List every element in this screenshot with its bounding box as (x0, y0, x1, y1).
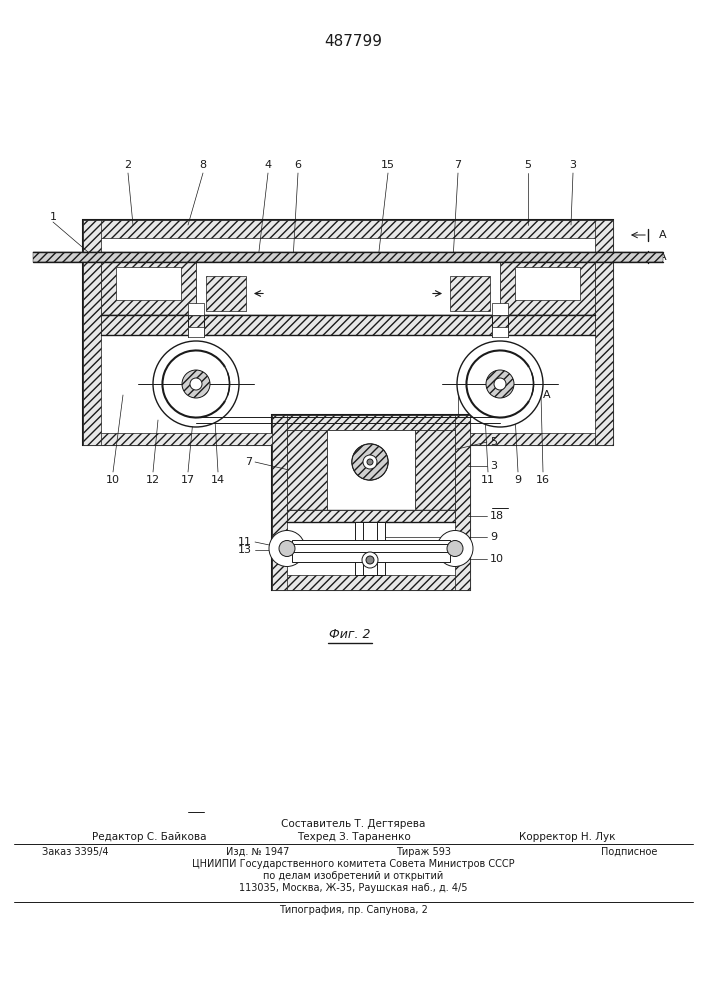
Circle shape (447, 540, 463, 556)
Text: 18: 18 (490, 511, 504, 521)
Circle shape (352, 444, 388, 480)
Circle shape (153, 341, 239, 427)
Circle shape (190, 378, 202, 390)
Text: Корректор Н. Лук: Корректор Н. Лук (519, 832, 615, 842)
Text: 10: 10 (490, 554, 504, 564)
Text: 13: 13 (238, 545, 252, 555)
Text: Фиг. 1: Фиг. 1 (287, 504, 329, 516)
Circle shape (486, 370, 514, 398)
Text: 487799: 487799 (324, 34, 382, 49)
Text: 16: 16 (536, 475, 550, 485)
Text: Подписное: Подписное (601, 847, 658, 857)
Text: А: А (543, 390, 551, 400)
Circle shape (352, 444, 388, 480)
Bar (450, 276, 490, 311)
Text: ЦНИИПИ Государственного комитета Совета Министров СССР: ЦНИИПИ Государственного комитета Совета … (192, 859, 515, 869)
Text: 4: 4 (264, 160, 271, 170)
Circle shape (494, 378, 506, 390)
Text: 9: 9 (490, 532, 497, 542)
Bar (455, 415, 470, 590)
Circle shape (362, 552, 378, 568)
Text: Техред З. Тараненко: Техред З. Тараненко (297, 832, 410, 842)
Bar (116, 267, 181, 300)
Bar (492, 303, 508, 315)
Text: 7: 7 (455, 160, 462, 170)
Bar (272, 415, 470, 590)
Bar (33, 252, 663, 262)
Bar (101, 262, 196, 315)
Bar (272, 415, 470, 430)
Bar (287, 510, 455, 522)
Text: Фиг. 2: Фиг. 2 (329, 629, 370, 642)
Bar (292, 552, 450, 562)
Circle shape (366, 556, 374, 564)
Bar (272, 415, 287, 590)
Text: 11: 11 (238, 537, 252, 547)
Text: Заказ 3395/4: Заказ 3395/4 (42, 847, 109, 857)
Bar (101, 315, 595, 335)
Text: 13: 13 (451, 475, 465, 485)
Text: 9: 9 (515, 475, 522, 485)
Text: 15: 15 (381, 160, 395, 170)
Text: 10: 10 (106, 475, 120, 485)
Text: 3: 3 (490, 461, 497, 471)
Text: А - А: А - А (370, 505, 396, 515)
Text: 3: 3 (570, 160, 576, 170)
Text: Составитель Т. Дегтярева: Составитель Т. Дегтярева (281, 819, 426, 829)
Bar (515, 267, 580, 300)
Circle shape (437, 530, 473, 566)
Bar (500, 262, 595, 315)
Bar (83, 433, 613, 445)
Text: Изд. № 1947: Изд. № 1947 (226, 847, 290, 857)
Bar (83, 220, 613, 445)
Bar (196, 262, 500, 315)
Text: 1: 1 (49, 212, 57, 222)
Circle shape (269, 530, 305, 566)
Circle shape (279, 540, 295, 556)
Text: 113035, Москва, Ж-35, Раушская наб., д. 4/5: 113035, Москва, Ж-35, Раушская наб., д. … (239, 883, 468, 893)
Bar (415, 430, 455, 510)
Bar (83, 220, 101, 445)
Bar (188, 327, 204, 337)
Text: 14: 14 (211, 475, 225, 485)
Text: 2: 2 (124, 160, 132, 170)
Text: 8: 8 (199, 160, 206, 170)
Bar (355, 522, 385, 575)
Text: 6: 6 (295, 160, 301, 170)
Text: 5: 5 (525, 160, 532, 170)
Text: 5: 5 (490, 437, 497, 447)
Text: по делам изобретений и открытий: по делам изобретений и открытий (264, 871, 443, 881)
Bar (492, 327, 508, 337)
Bar (327, 430, 415, 510)
Bar (292, 544, 450, 554)
Bar (206, 276, 246, 311)
Text: Редактор С. Байкова: Редактор С. Байкова (92, 832, 206, 842)
Bar (83, 220, 613, 238)
Circle shape (367, 459, 373, 465)
Bar (272, 575, 470, 590)
Text: Типография, пр. Сапунова, 2: Типография, пр. Сапунова, 2 (279, 905, 428, 915)
Bar (188, 303, 204, 315)
Bar (292, 540, 450, 550)
Circle shape (182, 370, 210, 398)
Circle shape (457, 341, 543, 427)
Bar (287, 430, 327, 510)
Text: 11: 11 (481, 475, 495, 485)
Text: 12: 12 (146, 475, 160, 485)
Text: А: А (659, 230, 667, 240)
Text: Тираж 593: Тираж 593 (396, 847, 451, 857)
Bar (595, 220, 613, 445)
Text: 17: 17 (181, 475, 195, 485)
Text: А: А (659, 252, 667, 262)
Circle shape (363, 455, 377, 469)
Text: 7: 7 (245, 457, 252, 467)
